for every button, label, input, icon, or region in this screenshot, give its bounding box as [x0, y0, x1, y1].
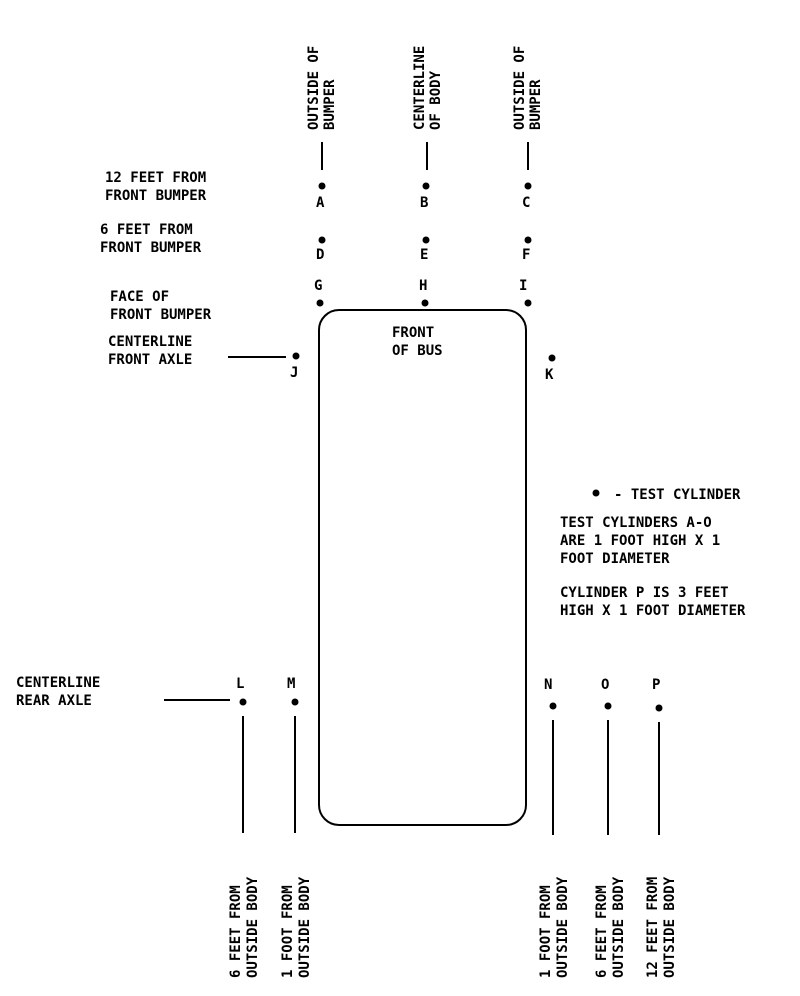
svg-text:OUTSIDE BODY: OUTSIDE BODY	[245, 876, 261, 978]
svg-text:OF BODY: OF BODY	[428, 70, 444, 130]
point-label-b: B	[420, 195, 428, 211]
point-label-o: O	[601, 677, 609, 693]
svg-text:OUTSIDE BODY: OUTSIDE BODY	[297, 876, 313, 978]
row-label-face-line1: FACE OF	[110, 289, 169, 305]
legend-note1-line2: ARE 1 FOOT HIGH X 1	[560, 533, 720, 549]
row-label-face-line2: FRONT BUMPER	[110, 307, 212, 323]
test-cylinder-dot-j	[292, 352, 300, 360]
point-label-e: E	[420, 247, 428, 263]
bottom-label-n: 1 FOOT FROM OUTSIDE BODY	[538, 876, 571, 978]
legend-note1-line3: FOOT DIAMETER	[560, 551, 670, 567]
svg-text:BUMPER: BUMPER	[322, 79, 338, 130]
test-cylinder-dot-c	[524, 182, 532, 190]
test-cylinder-dot-i	[524, 299, 532, 307]
row-label-6ft-line1: 6 FEET FROM	[100, 222, 193, 238]
svg-text:12 FEET FROM: 12 FEET FROM	[645, 877, 661, 978]
point-label-n: N	[544, 677, 552, 693]
test-cylinder-dot-n	[549, 702, 557, 710]
test-cylinder-dot-h	[421, 299, 429, 307]
column-label-left-bumper: OUTSIDE OF BUMPER	[306, 46, 338, 130]
column-label-right-bumper: OUTSIDE OF BUMPER	[512, 46, 544, 130]
bus-label-line1: FRONT	[392, 325, 434, 341]
point-label-l: L	[236, 676, 244, 692]
svg-text:6 FEET FROM: 6 FEET FROM	[594, 885, 610, 978]
test-cylinder-dot-b	[422, 182, 430, 190]
row-label-front-axle-line1: CENTERLINE	[108, 334, 192, 350]
point-label-p: P	[652, 677, 660, 693]
test-cylinder-dot-f	[524, 236, 532, 244]
bottom-label-p: 12 FEET FROM OUTSIDE BODY	[645, 876, 678, 978]
point-label-a: A	[316, 195, 325, 211]
row-label-front-axle-line2: FRONT AXLE	[108, 352, 192, 368]
bus-outline	[318, 309, 527, 826]
test-cylinder-dot-l	[239, 698, 247, 706]
row-label-12ft-line1: 12 FEET FROM	[105, 170, 206, 186]
svg-text:OUTSIDE OF: OUTSIDE OF	[306, 46, 322, 130]
point-label-h: H	[419, 278, 427, 294]
svg-text:BUMPER: BUMPER	[528, 79, 544, 130]
point-label-d: D	[316, 247, 324, 263]
bottom-label-m: 1 FOOT FROM OUTSIDE BODY	[280, 876, 313, 978]
point-label-i: I	[519, 278, 527, 294]
point-label-f: F	[522, 247, 530, 263]
test-cylinder-dot-p	[655, 704, 663, 712]
point-label-m: M	[287, 676, 295, 692]
row-label-6ft-line2: FRONT BUMPER	[100, 240, 202, 256]
svg-text:1 FOOT FROM: 1 FOOT FROM	[280, 885, 296, 978]
point-label-j: J	[290, 365, 298, 381]
svg-text:6 FEET FROM: 6 FEET FROM	[228, 885, 244, 978]
bottom-label-l: 6 FEET FROM OUTSIDE BODY	[228, 876, 261, 978]
point-label-c: C	[522, 195, 530, 211]
column-label-centerline-body: CENTERLINE OF BODY	[412, 46, 444, 130]
legend-note2-line1: CYLINDER P IS 3 FEET	[560, 585, 729, 601]
bottom-label-o: 6 FEET FROM OUTSIDE BODY	[594, 876, 627, 978]
bus-label-line2: OF BUS	[392, 343, 443, 359]
svg-text:OUTSIDE OF: OUTSIDE OF	[512, 46, 528, 130]
test-cylinder-dot-m	[291, 698, 299, 706]
legend-note1-line1: TEST CYLINDERS A-O	[560, 515, 712, 531]
test-cylinder-dot-o	[604, 702, 612, 710]
svg-text:OUTSIDE BODY: OUTSIDE BODY	[611, 876, 627, 978]
row-label-rear-axle-line1: CENTERLINE	[16, 675, 100, 691]
point-label-g: G	[314, 278, 322, 294]
test-cylinder-dot-a	[318, 182, 326, 190]
svg-text:CENTERLINE: CENTERLINE	[412, 46, 428, 130]
test-cylinder-dot-g	[316, 299, 324, 307]
row-label-12ft-line2: FRONT BUMPER	[105, 188, 207, 204]
legend-note2-line2: HIGH X 1 FOOT DIAMETER	[560, 603, 746, 619]
test-cylinder-dot-d	[318, 236, 326, 244]
svg-text:OUTSIDE BODY: OUTSIDE BODY	[555, 876, 571, 978]
legend-test-cylinder-dot	[592, 489, 600, 497]
legend-symbol-text: - TEST CYLINDER	[614, 487, 741, 503]
test-cylinder-dot-k	[548, 354, 556, 362]
svg-text:OUTSIDE BODY: OUTSIDE BODY	[662, 876, 678, 978]
row-label-rear-axle-line2: REAR AXLE	[16, 693, 92, 709]
svg-text:1 FOOT FROM: 1 FOOT FROM	[538, 885, 554, 978]
point-label-k: K	[545, 367, 554, 383]
test-cylinder-dot-e	[422, 236, 430, 244]
